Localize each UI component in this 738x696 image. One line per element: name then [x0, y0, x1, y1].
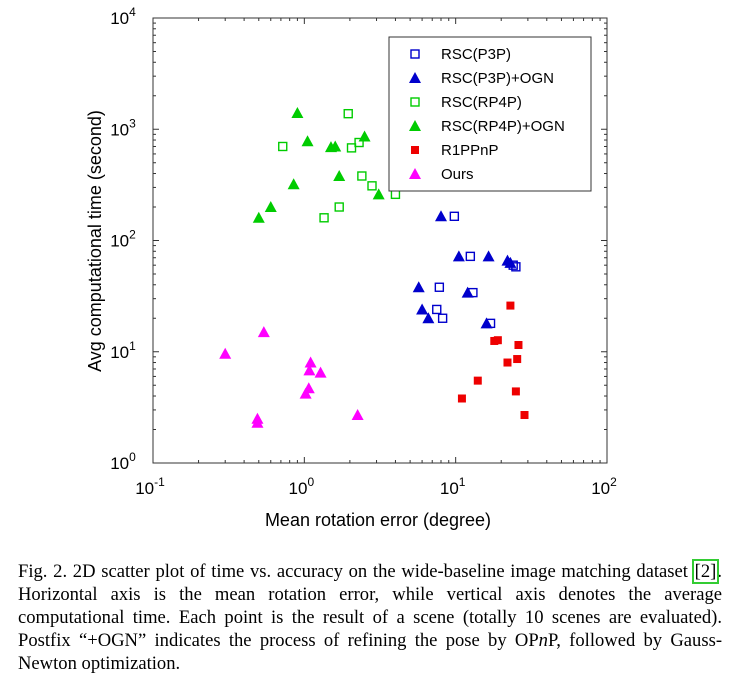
citation-link[interactable]: [2]	[691, 559, 720, 584]
point-ours	[299, 387, 312, 399]
point-rsc-rp4p	[346, 143, 357, 153]
legend-marker-r1ppnp	[411, 146, 419, 154]
legend-label-rsc-p3p-ogn: RSC(P3P)+OGN	[441, 70, 554, 87]
legend: RSC(P3P) RSC(P3P)+OGN RSC(RP4P) RSC(RP4P)+O…	[388, 36, 592, 192]
point-rsc-rp4p-ogn	[333, 169, 346, 181]
point-rsc-rp4p	[343, 108, 353, 119]
legend-label-rsc-rp4p: RSC(RP4P)	[441, 94, 522, 111]
legend-label-r1ppnp: R1PPnP	[441, 142, 499, 159]
point-rsc-rp4p-ogn	[252, 211, 265, 223]
legend-marker-rsc-p3p	[410, 49, 420, 59]
caption-body: . Horizontal axis is the mean rotation e…	[18, 561, 722, 651]
x-tick-label: 101	[440, 475, 466, 498]
point-rsc-p3p-ogn	[412, 281, 425, 293]
point-rsc-rp4p-ogn	[301, 135, 314, 147]
y-tick-label: 100	[110, 450, 136, 473]
point-rsc-rp4p	[354, 137, 364, 148]
point-rsc-rp4p	[367, 181, 377, 191]
point-r1ppnp	[514, 340, 523, 349]
point-r1ppnp	[520, 411, 529, 420]
point-rsc-p3p	[437, 313, 448, 323]
caption-italic-n: n	[538, 630, 548, 651]
point-ours	[303, 364, 316, 376]
y-tick-label: 103	[110, 116, 136, 139]
point-r1ppnp	[503, 358, 512, 367]
point-rsc-rp4p-ogn	[264, 201, 277, 213]
point-rsc-p3p-ogn	[482, 250, 495, 262]
point-r1ppnp	[493, 336, 502, 345]
point-ours	[314, 366, 327, 378]
y-tick-label: 101	[110, 339, 136, 362]
point-rsc-rp4p-ogn	[291, 106, 304, 118]
point-r1ppnp	[506, 301, 515, 310]
point-rsc-p3p-ogn	[416, 303, 429, 315]
point-rsc-rp4p-ogn	[329, 140, 342, 152]
point-rsc-p3p	[465, 251, 476, 262]
legend-marker-ours	[409, 168, 421, 179]
legend-marker-rsc-rp4p	[410, 97, 420, 107]
y-axis-label: Avg computational time (second)	[85, 110, 105, 372]
legend-marker-rsc-p3p-ogn	[409, 72, 421, 83]
point-rsc-rp4p-ogn	[287, 178, 300, 190]
point-ours	[257, 326, 270, 338]
point-rsc-rp4p	[319, 213, 329, 223]
point-ours	[219, 347, 232, 359]
figure-caption: Fig. 2. 2D scatter plot of time vs. accu…	[18, 559, 723, 675]
point-rsc-p3p	[434, 282, 445, 292]
y-tick-label: 104	[110, 5, 136, 28]
point-rsc-p3p-ogn	[452, 250, 465, 262]
point-r1ppnp	[457, 394, 466, 403]
point-r1ppnp	[513, 355, 522, 364]
point-rsc-p3p-ogn	[504, 256, 517, 268]
point-rsc-p3p-ogn	[480, 317, 493, 329]
point-r1ppnp	[511, 387, 520, 396]
point-rsc-rp4p-ogn	[372, 188, 385, 200]
point-rsc-p3p-ogn	[422, 312, 435, 324]
x-tick-label: 10-1	[135, 475, 165, 498]
x-axis-label: Mean rotation error (degree)	[265, 510, 491, 530]
point-rsc-rp4p	[278, 141, 288, 152]
legend-label-rsc-rp4p-ogn: RSC(RP4P)+OGN	[441, 118, 565, 135]
point-ours	[251, 416, 264, 428]
caption-lead: Fig. 2. 2D scatter plot of time vs. accu…	[18, 561, 694, 582]
caption-tail: P, followed by Gauss-Newton optimization…	[18, 630, 723, 674]
x-tick-label: 100	[289, 475, 315, 498]
point-rsc-p3p	[449, 211, 460, 222]
point-rsc-p3p-ogn	[461, 286, 474, 298]
y-tick-label: 102	[110, 228, 136, 251]
point-ours	[351, 409, 364, 421]
point-rsc-p3p	[432, 304, 442, 315]
legend-label-ours: Ours	[441, 166, 474, 183]
point-r1ppnp	[473, 376, 482, 385]
point-rsc-p3p-ogn	[435, 210, 448, 222]
legend-label-rsc-p3p: RSC(P3P)	[441, 46, 511, 63]
legend-box	[388, 36, 592, 192]
point-rsc-rp4p	[334, 202, 344, 212]
legend-marker-rsc-rp4p-ogn	[409, 120, 421, 131]
x-tick-label: 102	[591, 475, 617, 498]
point-rsc-rp4p	[357, 171, 367, 181]
point-ours	[304, 356, 317, 368]
point-rsc-rp4p-ogn	[358, 130, 371, 142]
